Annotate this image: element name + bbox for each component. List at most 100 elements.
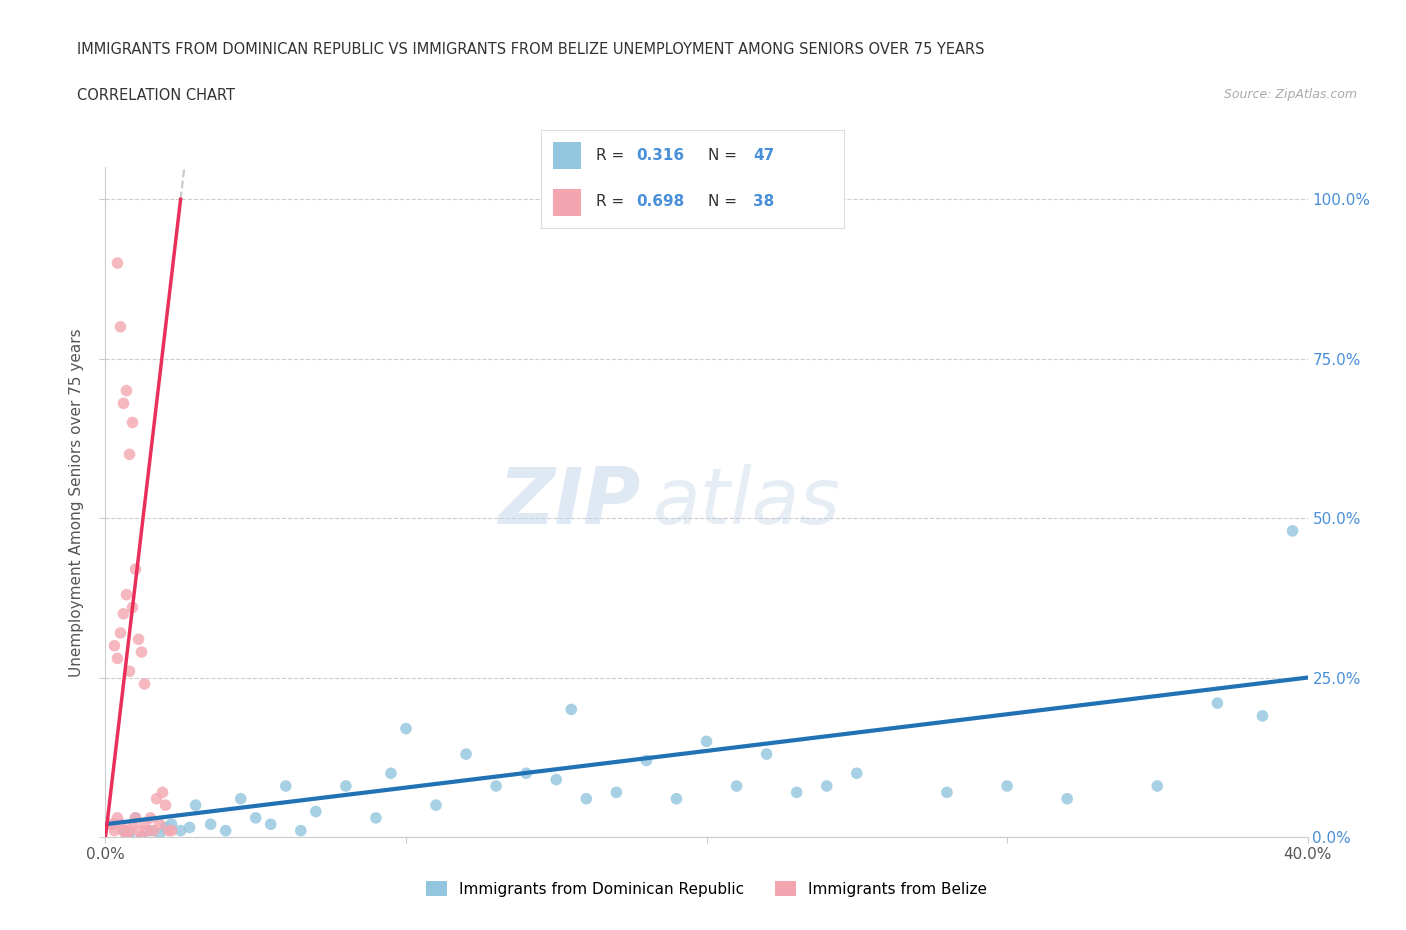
Point <box>134 676 156 691</box>
Y-axis label: Unemployment Among Seniors over 75 years: Unemployment Among Seniors over 75 years <box>69 328 84 676</box>
Point <box>364 810 387 825</box>
Point <box>115 587 138 602</box>
Point <box>696 734 718 749</box>
Point <box>103 638 125 653</box>
Point <box>725 778 748 793</box>
Point <box>305 804 328 819</box>
Point <box>145 791 167 806</box>
Point <box>335 778 357 793</box>
Point <box>148 817 170 831</box>
Point <box>665 791 688 806</box>
Point <box>936 785 959 800</box>
Point <box>110 626 132 641</box>
Point <box>815 778 838 793</box>
Point <box>112 396 135 411</box>
Legend: Immigrants from Dominican Republic, Immigrants from Belize: Immigrants from Dominican Republic, Immi… <box>419 875 994 903</box>
Point <box>107 651 129 666</box>
Point <box>169 823 191 838</box>
Point <box>395 721 418 736</box>
Point <box>115 830 138 844</box>
Point <box>112 606 135 621</box>
Point <box>200 817 222 831</box>
Point <box>110 817 132 831</box>
Point <box>274 778 297 793</box>
Point <box>118 823 141 838</box>
Text: R =: R = <box>596 194 628 209</box>
Text: CORRELATION CHART: CORRELATION CHART <box>77 88 235 103</box>
Text: 38: 38 <box>754 194 775 209</box>
Text: 0.698: 0.698 <box>637 194 685 209</box>
Point <box>124 810 146 825</box>
Point <box>245 810 267 825</box>
Point <box>1281 524 1303 538</box>
Point <box>118 447 141 462</box>
Point <box>100 817 122 831</box>
Text: ZIP: ZIP <box>498 464 640 540</box>
Point <box>160 817 183 831</box>
Point <box>124 562 146 577</box>
Point <box>103 823 125 838</box>
Point <box>485 778 508 793</box>
Point <box>184 798 207 813</box>
Point <box>139 810 162 825</box>
Point <box>112 823 135 838</box>
Point <box>131 830 153 844</box>
Point <box>425 798 447 813</box>
Point <box>107 256 129 271</box>
Point <box>1206 696 1229 711</box>
Point <box>380 765 402 780</box>
Point <box>128 823 150 838</box>
Point <box>110 319 132 334</box>
Point <box>134 817 156 831</box>
Point <box>124 810 146 825</box>
Point <box>560 702 582 717</box>
Point <box>546 772 568 787</box>
Point <box>128 631 150 646</box>
Point <box>103 817 125 831</box>
Point <box>845 765 868 780</box>
Point <box>121 415 143 430</box>
Text: Source: ZipAtlas.com: Source: ZipAtlas.com <box>1223 88 1357 101</box>
Point <box>107 810 129 825</box>
Text: 0.316: 0.316 <box>637 148 685 163</box>
Point <box>605 785 627 800</box>
Point <box>1146 778 1168 793</box>
Point <box>115 383 138 398</box>
Point <box>118 664 141 679</box>
Point <box>260 817 283 831</box>
Point <box>139 823 162 838</box>
Point <box>157 823 180 838</box>
Point <box>160 823 183 838</box>
Point <box>148 827 170 842</box>
Point <box>575 791 598 806</box>
Text: 47: 47 <box>754 148 775 163</box>
Point <box>155 820 177 835</box>
Point <box>1056 791 1078 806</box>
Point <box>515 765 537 780</box>
Point <box>121 817 143 831</box>
Point <box>755 747 778 762</box>
Point <box>136 823 159 838</box>
Text: atlas: atlas <box>652 464 841 540</box>
Point <box>786 785 808 800</box>
Point <box>131 644 153 659</box>
Text: R =: R = <box>596 148 628 163</box>
Point <box>131 830 153 844</box>
Text: N =: N = <box>707 194 741 209</box>
Point <box>142 823 165 838</box>
Point <box>290 823 312 838</box>
Point <box>112 823 135 838</box>
Point <box>995 778 1018 793</box>
Bar <box>554 142 581 169</box>
Point <box>229 791 252 806</box>
Text: N =: N = <box>707 148 741 163</box>
Point <box>155 798 177 813</box>
Point <box>1251 709 1274 724</box>
Point <box>152 785 174 800</box>
Text: IMMIGRANTS FROM DOMINICAN REPUBLIC VS IMMIGRANTS FROM BELIZE UNEMPLOYMENT AMONG : IMMIGRANTS FROM DOMINICAN REPUBLIC VS IM… <box>77 42 984 57</box>
Point <box>118 827 141 842</box>
Point <box>214 823 236 838</box>
Point <box>121 600 143 615</box>
Bar <box>554 189 581 216</box>
Point <box>636 753 658 768</box>
